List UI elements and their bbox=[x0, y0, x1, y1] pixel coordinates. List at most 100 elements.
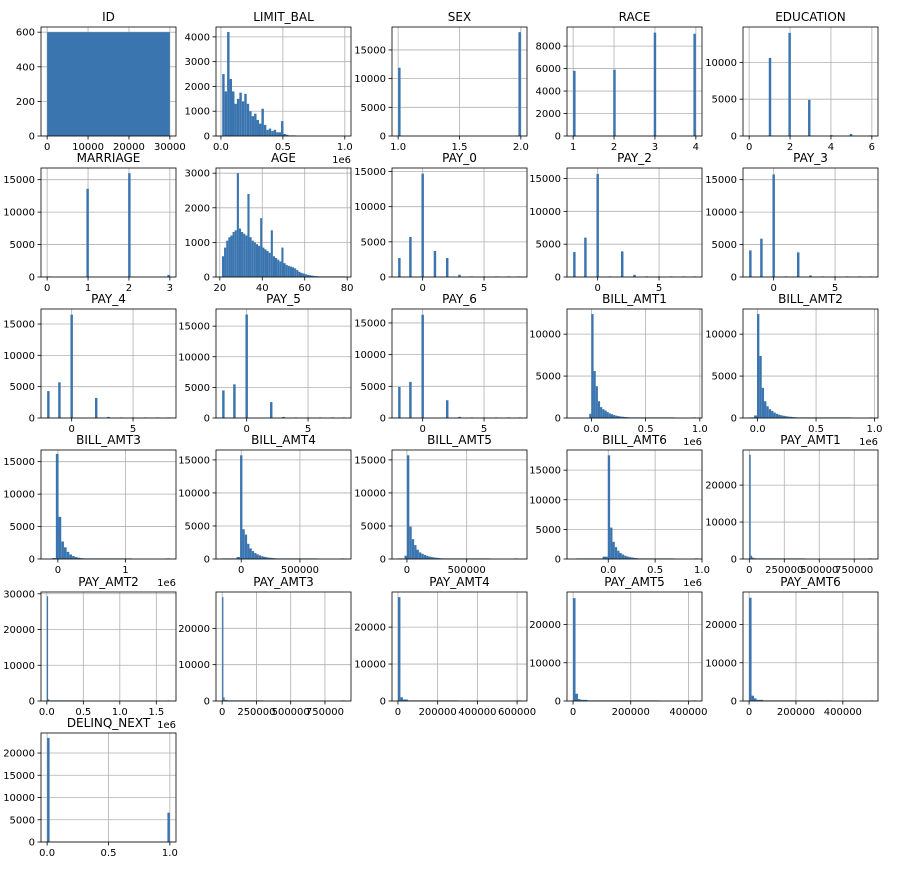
y-tick-label: 5000 bbox=[361, 521, 386, 532]
axes-frame bbox=[40, 308, 177, 419]
histogram-bar bbox=[128, 173, 131, 277]
histogram-bar bbox=[749, 597, 752, 701]
histogram-bar bbox=[788, 32, 791, 136]
histogram-bar bbox=[797, 252, 800, 277]
axis-offset-label: 1e6 bbox=[859, 437, 878, 448]
histogram-bar bbox=[58, 516, 62, 559]
histogram-title: PAY_AMT1 bbox=[780, 433, 841, 447]
y-tick-label: 5000 bbox=[10, 240, 35, 251]
histogram-bar bbox=[55, 453, 59, 559]
histogram-bar bbox=[258, 123, 262, 136]
histogram-bar bbox=[260, 218, 263, 277]
axes-frame bbox=[391, 167, 528, 278]
y-tick-label: 3000 bbox=[185, 169, 210, 180]
y-tick-label: 4000 bbox=[185, 32, 210, 43]
histogram-bar bbox=[458, 416, 461, 418]
histogram-bar bbox=[421, 553, 424, 559]
x-tick-label: 0 bbox=[238, 565, 244, 576]
histogram-bar bbox=[792, 417, 795, 418]
histogram-title: ID bbox=[102, 10, 115, 24]
axes-frame bbox=[215, 449, 352, 560]
histogram-title: PAY_4 bbox=[91, 292, 126, 306]
y-tick-label: 0 bbox=[29, 273, 35, 284]
histogram-bar bbox=[279, 261, 282, 277]
histogram-bar bbox=[249, 548, 252, 559]
histogram-bar bbox=[606, 412, 609, 418]
histogram-bar bbox=[281, 247, 284, 277]
x-tick-label: 1.0 bbox=[694, 565, 710, 576]
x-tick-label: 1.0 bbox=[867, 424, 883, 435]
histogram-bar bbox=[635, 558, 639, 559]
axis-offset-label: 1e6 bbox=[332, 155, 351, 166]
histogram-title: BILL_AMT5 bbox=[427, 433, 492, 447]
histogram-bar bbox=[421, 173, 424, 277]
y-tick-label: 15000 bbox=[354, 455, 386, 466]
y-tick-label: 0 bbox=[380, 555, 386, 566]
histogram-title: PAY_3 bbox=[793, 151, 828, 165]
y-tick-label: 0 bbox=[555, 697, 561, 708]
histogram-bar bbox=[255, 244, 259, 277]
histogram-bar bbox=[623, 416, 627, 418]
histogram-bar bbox=[287, 265, 290, 277]
histogram-bar bbox=[400, 697, 403, 701]
y-tick-label: 3000 bbox=[185, 57, 210, 68]
histogram-panel: 0 2 4 6 0 5000 10000 EDUCATION bbox=[705, 10, 879, 153]
histogram-bar bbox=[52, 558, 56, 559]
y-tick-label: 0 bbox=[29, 838, 35, 849]
y-tick-label: 0 bbox=[204, 132, 210, 143]
histogram-bar bbox=[421, 314, 424, 418]
histogram-bar bbox=[221, 256, 225, 277]
y-tick-label: 2000 bbox=[536, 109, 561, 120]
y-tick-label: 5000 bbox=[361, 237, 386, 248]
histogram-bar bbox=[232, 232, 235, 277]
histogram-bar bbox=[271, 131, 274, 136]
histogram-bar bbox=[633, 557, 636, 559]
y-tick-label: 10000 bbox=[705, 58, 737, 69]
histogram-bar bbox=[409, 236, 412, 277]
histogram-bar bbox=[772, 174, 775, 277]
histogram-title: BILL_AMT1 bbox=[602, 292, 667, 306]
y-tick-label: 4000 bbox=[536, 87, 561, 98]
y-tick-label: 10000 bbox=[354, 488, 386, 499]
x-tick-label: 0 bbox=[44, 142, 50, 153]
histogram-bar bbox=[236, 557, 241, 559]
x-tick-label: 0.0 bbox=[600, 565, 616, 576]
x-tick-label: 0.0 bbox=[213, 142, 229, 153]
y-tick-label: 10000 bbox=[354, 74, 386, 85]
axes-frame bbox=[742, 449, 879, 560]
x-tick-label: 1 bbox=[85, 283, 91, 294]
histogram-bar bbox=[409, 381, 412, 418]
x-tick-label: 0 bbox=[746, 565, 752, 576]
x-tick-label: 2 bbox=[126, 283, 132, 294]
x-tick-label: 0 bbox=[395, 707, 401, 718]
histogram-bar bbox=[613, 415, 616, 418]
y-tick-label: 6000 bbox=[536, 64, 561, 75]
histogram-bar bbox=[289, 266, 292, 277]
histogram-bar bbox=[759, 355, 762, 418]
histogram-title: BILL_AMT3 bbox=[76, 433, 141, 447]
y-tick-label: 10000 bbox=[3, 793, 35, 804]
histogram-bar bbox=[433, 250, 437, 277]
x-tick-label: 0 bbox=[419, 424, 425, 435]
histogram-bar bbox=[518, 32, 521, 136]
y-tick-label: 10000 bbox=[354, 350, 386, 361]
histogram-bar bbox=[404, 555, 407, 559]
y-tick-label: 15000 bbox=[3, 320, 35, 331]
x-tick-label: 5 bbox=[481, 283, 487, 294]
axis-offset-label: 1e6 bbox=[157, 578, 176, 589]
histogram-panel: 1.0 1.5 2.0 0 5000 10000 15000 SEX bbox=[354, 10, 529, 153]
axis-offset-label: 1e6 bbox=[157, 720, 176, 731]
histogram-bar bbox=[573, 598, 576, 701]
y-tick-label: 10000 bbox=[3, 351, 35, 362]
histogram-bar bbox=[304, 274, 307, 277]
x-tick-label: 250000 bbox=[237, 707, 275, 718]
histogram-bar bbox=[234, 103, 237, 136]
y-tick-label: 10000 bbox=[354, 202, 386, 213]
histogram-bar bbox=[228, 237, 231, 277]
histogram-bar bbox=[245, 314, 248, 418]
histogram-bar bbox=[222, 597, 224, 701]
x-tick-label: 5 bbox=[130, 424, 136, 435]
histogram-bar bbox=[595, 386, 598, 418]
x-tick-label: 0 bbox=[404, 565, 410, 576]
